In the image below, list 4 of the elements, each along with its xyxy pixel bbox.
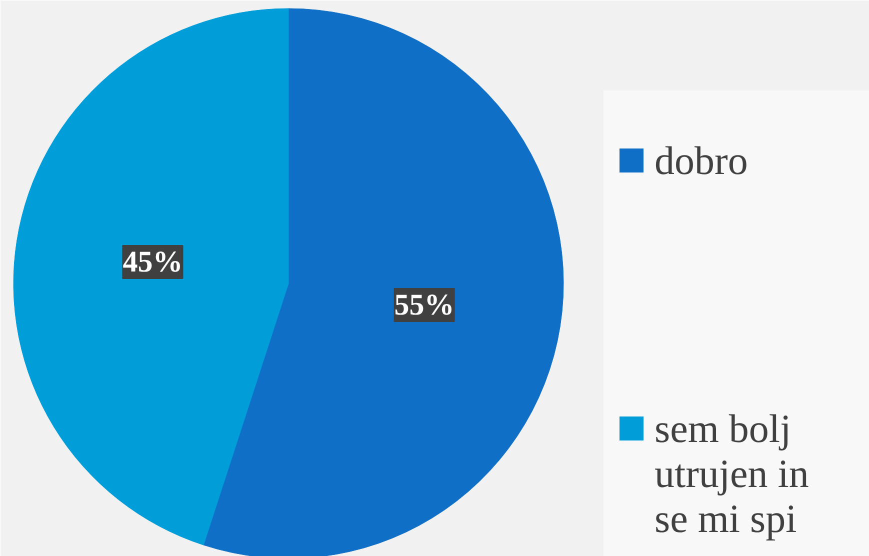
legend-label: dobro — [654, 138, 748, 183]
data-label: 55% — [394, 288, 454, 322]
legend-label: sem bolj utrujen in se mi spi — [654, 406, 809, 541]
data-label: 45% — [122, 245, 183, 278]
